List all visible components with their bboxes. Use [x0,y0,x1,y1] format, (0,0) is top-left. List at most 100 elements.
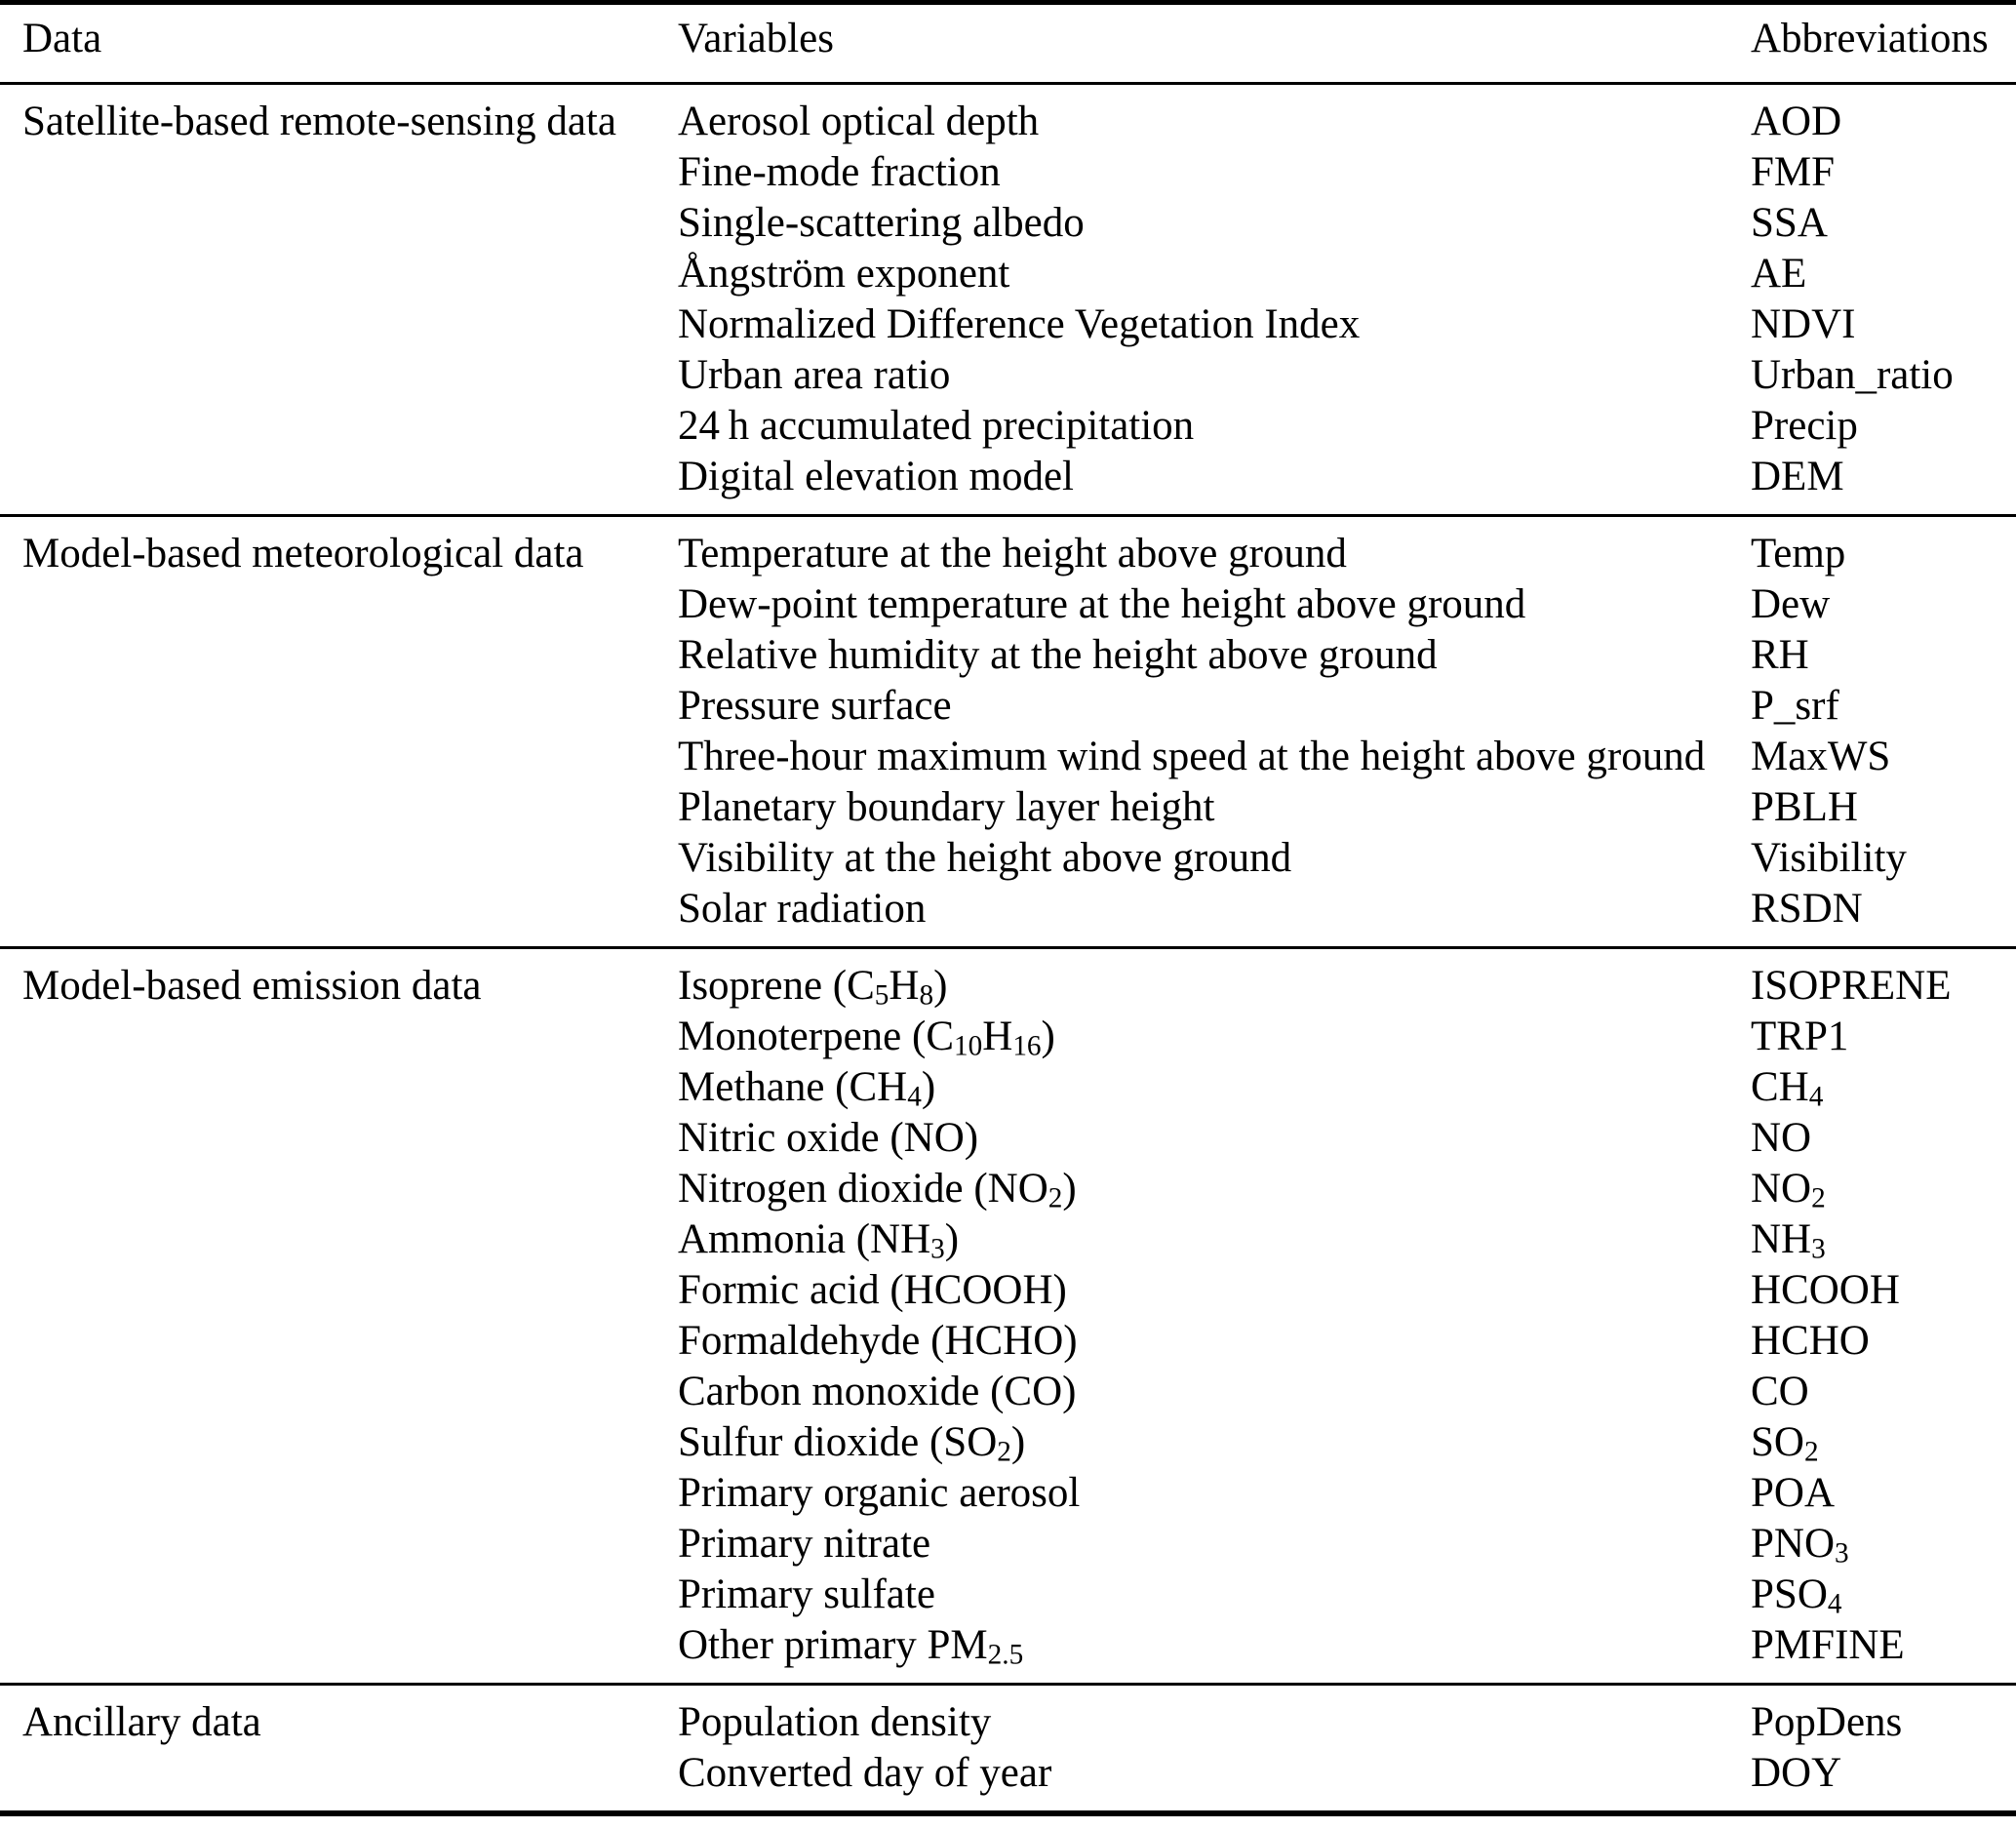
variable-cell: Planetary boundary layer height [678,782,1751,833]
section-data-label-spacer [0,579,678,630]
variable-cell: Visibility at the height above ground [678,833,1751,884]
table-row: Primary organic aerosol POA [0,1468,2016,1519]
section-data-label-spacer [0,1468,678,1519]
table-row: Nitrogen dioxide (NO2) NO2 [0,1164,2016,1214]
variable-cell: Relative humidity at the height above gr… [678,630,1751,681]
text-segment: MaxWS [1751,734,1891,779]
text-segment: ) [1062,1166,1077,1212]
text-segment: NO [1751,1115,1812,1161]
section-data-label-spacer [0,1519,678,1570]
text-segment: Fine-mode fraction [678,149,1001,195]
variable-cell: Isoprene (C5H8) [678,948,1751,1013]
text-segment: 24 h accumulated precipitation [678,403,1195,449]
table-row: Carbon monoxide (CO) CO [0,1367,2016,1417]
text-segment: HCOOH [1751,1267,1900,1313]
abbreviation-cell: PNO3 [1751,1519,2016,1570]
variable-cell: Formaldehyde (HCHO) [678,1316,1751,1367]
section-data-label-spacer [0,1062,678,1113]
abbreviation-cell: PMFINE [1751,1620,2016,1685]
text-segment: Pressure surface [678,683,952,729]
text-segment: Relative humidity at the height above gr… [678,632,1438,678]
table-row: Ancillary data Population density PopDens [0,1685,2016,1749]
text-segment: Planetary boundary layer height [678,784,1215,830]
abbreviation-cell: NH3 [1751,1214,2016,1265]
table-row: Three-hour maximum wind speed at the hei… [0,732,2016,782]
text-segment: Formic acid (HCOOH) [678,1267,1067,1313]
table-row: Pressure surface P_srf [0,681,2016,732]
subscript-text: 4 [1808,1081,1824,1113]
variable-cell: Sulfur dioxide (SO2) [678,1417,1751,1468]
text-segment: Nitrogen dioxide (NO [678,1166,1048,1212]
section-data-label-spacer [0,147,678,198]
header-row: Data Variables Abbreviations [0,3,2016,84]
abbreviation-cell: NO [1751,1113,2016,1164]
text-segment: Urban_ratio [1751,352,1954,398]
text-segment: ) [921,1064,936,1110]
section-data-label-spacer [0,1748,678,1813]
text-segment: TRP1 [1751,1014,1849,1059]
subscript-text: 2 [1811,1182,1826,1214]
subscript-text: 2 [1803,1436,1819,1468]
text-segment: Methane (CH [678,1064,908,1110]
text-segment: Primary nitrate [678,1521,931,1567]
text-segment: Three-hour maximum wind speed at the hei… [678,734,1706,779]
table-section-3: Ancillary data Population density PopDens C… [0,1684,2016,1814]
table-row: Converted day of year DOY [0,1748,2016,1813]
text-segment: Dew-point temperature at the height abov… [678,581,1526,627]
section-data-label-spacer [0,884,678,948]
variable-cell: Primary organic aerosol [678,1468,1751,1519]
subscript-text: 4 [1827,1588,1842,1620]
abbreviation-cell: Visibility [1751,833,2016,884]
text-segment: Aerosol optical depth [678,99,1040,144]
table-row: Model-based meteorological data Temperatu… [0,516,2016,580]
variable-cell: Digital elevation model [678,452,1751,516]
section-data-label-spacer [0,299,678,350]
variable-cell: Ångström exponent [678,249,1751,299]
text-segment: Other primary PM [678,1622,988,1668]
text-segment: PNO [1751,1521,1836,1567]
section-data-label-spacer [0,1417,678,1468]
text-segment: SO [1751,1419,1804,1465]
abbreviation-cell: RH [1751,630,2016,681]
text-segment: FMF [1751,149,1836,195]
text-segment: H [982,1014,1013,1059]
abbreviation-cell: PopDens [1751,1685,2016,1749]
text-segment: CO [1751,1369,1809,1414]
subscript-text: 2.5 [987,1639,1024,1671]
text-segment: P_srf [1751,683,1839,729]
text-segment: Monoterpene (C [678,1014,955,1059]
variable-cell: Ammonia (NH3) [678,1214,1751,1265]
text-segment: Urban area ratio [678,352,951,398]
variable-cell: 24 h accumulated precipitation [678,401,1751,452]
text-segment: Primary sulfate [678,1571,935,1617]
variable-cell: Formic acid (HCOOH) [678,1265,1751,1316]
abbreviation-cell: PBLH [1751,782,2016,833]
variable-cell: Nitrogen dioxide (NO2) [678,1164,1751,1214]
subscript-text: 2 [997,1436,1011,1468]
subscript-text: 5 [874,979,889,1012]
variable-cell: Urban area ratio [678,350,1751,401]
section-data-label-spacer [0,1012,678,1062]
section-data-label: Model-based emission data [22,963,482,1009]
text-segment: DOY [1751,1750,1842,1796]
text-segment: RSDN [1751,886,1863,932]
section-data-label-spacer [0,198,678,249]
table-row: Methane (CH4) CH4 [0,1062,2016,1113]
text-segment: Primary organic aerosol [678,1470,1081,1516]
text-segment: Dew [1751,581,1831,627]
text-segment: ISOPRENE [1751,963,1952,1009]
text-segment: Ångström exponent [678,251,1010,297]
text-segment: Nitric oxide (NO) [678,1115,979,1161]
section-data-label-spacer [0,1367,678,1417]
variable-cell: Temperature at the height above ground [678,516,1751,580]
abbreviation-cell: AOD [1751,84,2016,148]
section-data-label-spacer [0,1265,678,1316]
section-data-label-spacer [0,1113,678,1164]
text-segment: NH [1751,1216,1812,1262]
abbreviation-cell: HCOOH [1751,1265,2016,1316]
section-data-label: Ancillary data [22,1699,261,1745]
text-segment: CH [1751,1064,1809,1110]
table-row: Dew-point temperature at the height abov… [0,579,2016,630]
subscript-text: 3 [1811,1233,1826,1265]
